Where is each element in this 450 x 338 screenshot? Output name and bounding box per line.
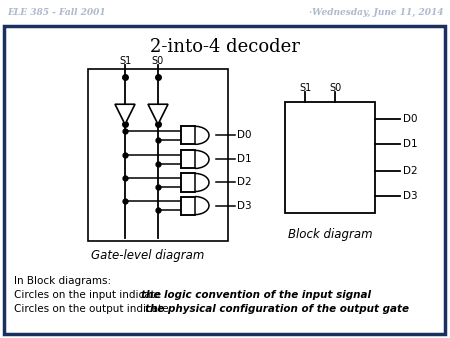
Bar — [181, 173, 195, 192]
Text: Gate-level diagram: Gate-level diagram — [91, 249, 205, 262]
Text: Block diagram: Block diagram — [288, 228, 372, 241]
Text: D0: D0 — [403, 114, 418, 124]
Text: D1: D1 — [237, 154, 252, 164]
Bar — [88, 69, 228, 241]
Text: D1: D1 — [403, 139, 418, 149]
Bar — [181, 150, 195, 168]
Text: 2-into-4 decoder: 2-into-4 decoder — [150, 38, 300, 56]
Text: S1: S1 — [299, 83, 311, 93]
Text: the logic convention of the input signal: the logic convention of the input signal — [140, 290, 371, 300]
Text: D3: D3 — [237, 200, 252, 211]
Text: D2: D2 — [237, 177, 252, 188]
Text: S0: S0 — [152, 56, 164, 66]
Text: S0: S0 — [329, 83, 341, 93]
Text: D2: D2 — [403, 166, 418, 176]
Polygon shape — [115, 104, 135, 124]
Text: S1: S1 — [119, 56, 131, 66]
Text: the physical configuration of the output gate: the physical configuration of the output… — [145, 304, 409, 314]
Text: D3: D3 — [403, 191, 418, 201]
Bar — [181, 196, 195, 215]
Polygon shape — [148, 104, 168, 124]
Text: ELE 385 - Fall 2001: ELE 385 - Fall 2001 — [7, 7, 105, 17]
Text: In Block diagrams:: In Block diagrams: — [14, 276, 111, 286]
Text: Circles on the input indicate: Circles on the input indicate — [14, 290, 164, 300]
Text: Circles on the output indicate: Circles on the output indicate — [14, 304, 172, 314]
Text: ·Wednesday, June 11, 2014: ·Wednesday, June 11, 2014 — [309, 7, 443, 17]
Text: D0: D0 — [237, 130, 252, 140]
Bar — [181, 126, 195, 144]
Bar — [285, 102, 375, 213]
